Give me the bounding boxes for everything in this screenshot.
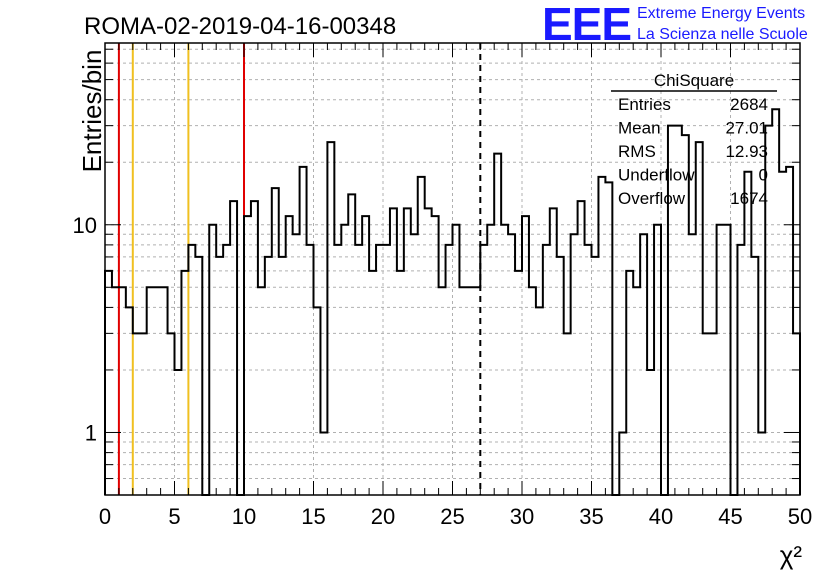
brand-line-2: La Scienza nelle Scuole xyxy=(637,26,808,43)
x-tick-label: 35 xyxy=(579,504,603,529)
y-tick-label: 10 xyxy=(73,213,97,238)
x-tick-label: 40 xyxy=(649,504,673,529)
stats-label: Mean xyxy=(618,119,661,138)
x-tick-label: 50 xyxy=(788,504,812,529)
vertical-markers xyxy=(117,43,482,495)
histogram-step-line xyxy=(104,108,801,496)
stats-value: 1674 xyxy=(730,189,768,208)
eee-logo: EEE xyxy=(542,0,631,50)
histogram xyxy=(104,108,801,496)
stats-value: 27.01 xyxy=(725,119,768,138)
x-tick-label: 45 xyxy=(718,504,742,529)
stats-box: ChiSquare Entries 2684 Mean 27.01 RMS 12.93 Un… xyxy=(611,71,777,208)
stats-label: Entries xyxy=(618,95,671,114)
stats-label: RMS xyxy=(618,142,656,161)
stats-title: ChiSquare xyxy=(654,71,734,90)
brand-line-1: Extreme Energy Events xyxy=(637,5,805,22)
stats-value: 0 xyxy=(759,166,768,185)
x-tick-label: 30 xyxy=(510,504,534,529)
x-tick-label: 5 xyxy=(168,504,180,529)
x-tick-label: 10 xyxy=(232,504,256,529)
stats-value: 12.93 xyxy=(725,142,768,161)
x-tick-label: 0 xyxy=(99,504,111,529)
run-title: ROMA-02-2019-04-16-00348 xyxy=(84,13,396,40)
stats-value: 2684 xyxy=(730,95,768,114)
x-tick-label: 20 xyxy=(371,504,395,529)
y-tick-label: 1 xyxy=(85,420,97,445)
stats-label: Underflow xyxy=(618,166,695,185)
stats-label: Overflow xyxy=(618,189,686,208)
y-axis-title: Entries/bin xyxy=(77,50,107,173)
x-tick-label: 15 xyxy=(301,504,325,529)
x-axis-title: χ² xyxy=(780,540,803,570)
axis-ticks: 0 5 10 15 20 25 30 35 40 45 50 1 10 xyxy=(73,43,812,529)
x-tick-label: 25 xyxy=(440,504,464,529)
